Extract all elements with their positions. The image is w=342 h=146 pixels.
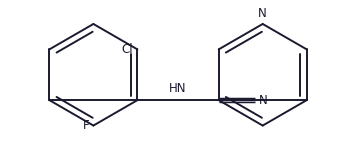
Text: N: N <box>259 94 268 107</box>
Text: HN: HN <box>169 82 187 95</box>
Text: F: F <box>82 119 89 132</box>
Text: Cl: Cl <box>121 43 133 56</box>
Text: N: N <box>258 7 267 20</box>
